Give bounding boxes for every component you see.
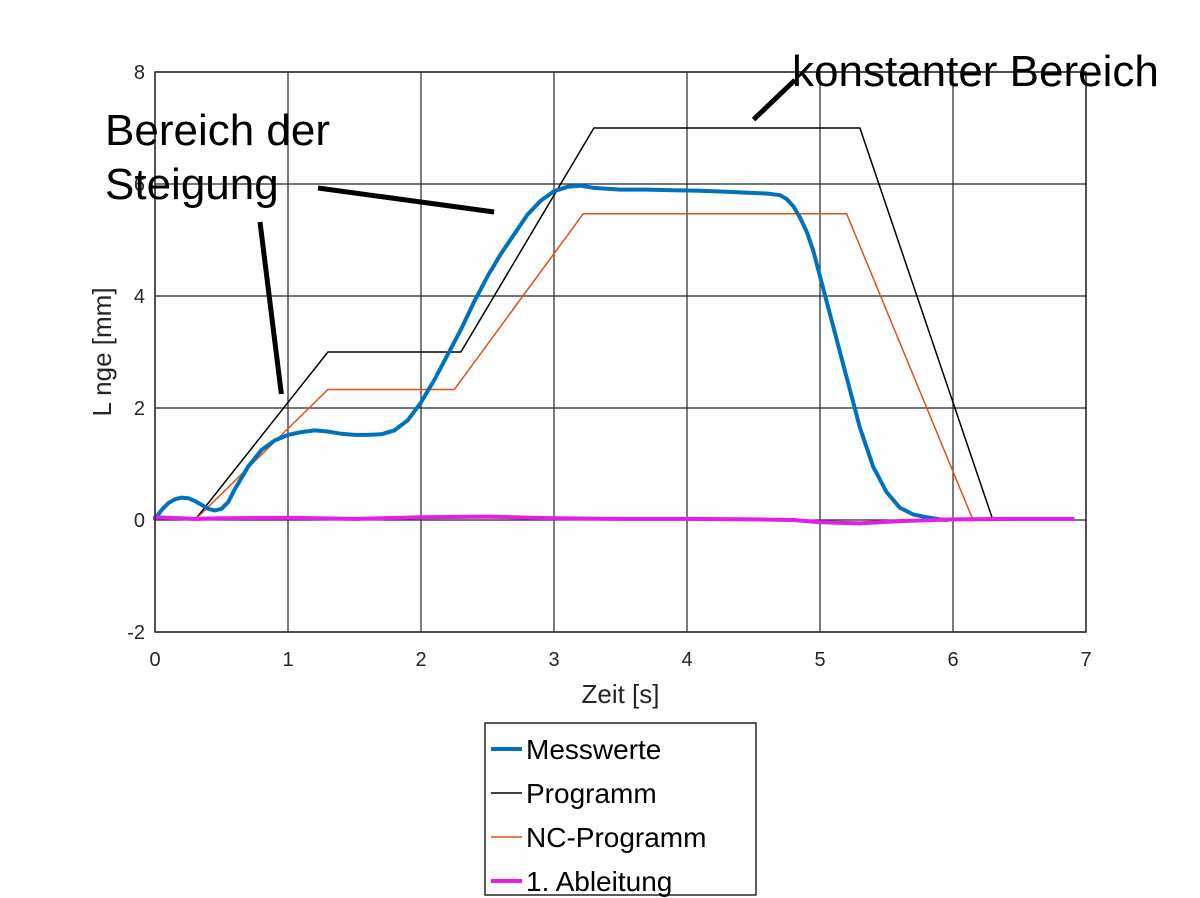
series-line-1-ableitung (153, 514, 1075, 526)
x-tick-label: 4 (681, 649, 692, 671)
series-group (153, 127, 1075, 526)
x-tick-label: 2 (415, 649, 426, 671)
series-line-nc-programm (194, 212, 974, 521)
annotation-pointer-konstant (751, 78, 797, 122)
x-tick-label: 6 (947, 649, 958, 671)
legend-label: Messwerte (526, 734, 661, 765)
x-tick-label: 3 (548, 649, 559, 671)
legend: Messwerte Programm NC-Programm 1. Ableitung (484, 722, 757, 897)
legend-label: Programm (526, 778, 657, 809)
annotation-pointer-steigung-a (257, 221, 284, 395)
annotations: konstanter Bereich Bereich der Steigung (105, 47, 1159, 395)
x-axis-label: Zeit [s] (581, 679, 659, 709)
y-tick-label: -2 (127, 622, 145, 644)
y-axis-label: L nge [mm] (87, 287, 117, 416)
annotation-steigung: Steigung (105, 160, 279, 209)
annotation-konstanter-bereich: konstanter Bereich (792, 47, 1159, 96)
legend-label: 1. Ableitung (526, 866, 672, 897)
x-tick-label: 7 (1080, 649, 1091, 671)
axes-box (154, 71, 1087, 633)
annotation-bereich-der: Bereich der (105, 106, 330, 155)
x-tick-label: 1 (282, 649, 293, 671)
series-line-programm (194, 127, 994, 521)
legend-box (484, 722, 757, 896)
annotation-pointer-steigung-b (317, 185, 495, 215)
y-tick-label: 0 (134, 510, 145, 532)
legend-label: NC-Programm (526, 822, 706, 853)
y-tick-label: 4 (134, 286, 145, 308)
series-line-messwerte (153, 183, 949, 522)
plot-area (155, 72, 1086, 632)
y-tick-label: 8 (134, 62, 145, 84)
x-tick-label: 5 (814, 649, 825, 671)
plot-background (155, 72, 1086, 632)
x-tick-label: 0 (149, 649, 160, 671)
y-tick-label: 2 (134, 398, 145, 420)
y-tick-label: 6 (134, 174, 145, 196)
